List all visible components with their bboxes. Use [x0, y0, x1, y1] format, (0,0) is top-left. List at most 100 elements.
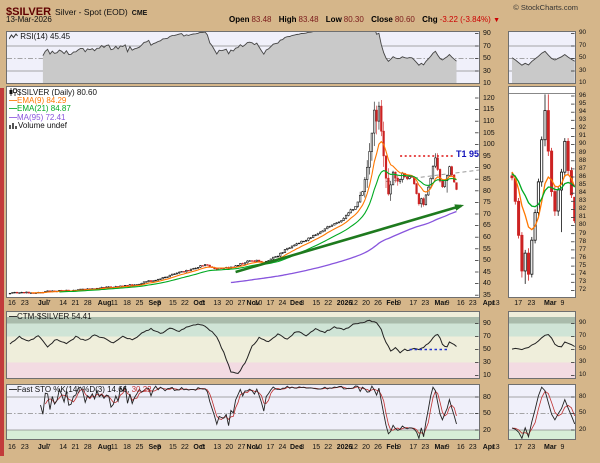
x-axis-label: Nov — [246, 300, 260, 307]
x-axis-label: Dec — [290, 300, 303, 307]
down-arrow-icon: ▼ — [493, 17, 500, 24]
instrument-name: Silver - Spot (EOD) — [55, 7, 128, 17]
x-axis-label: 23 — [20, 444, 29, 451]
chart-date: 13-Mar-2026 — [6, 15, 52, 24]
x-axis-label: 18 — [123, 300, 131, 307]
chg-label: Chg — [422, 15, 438, 24]
y-axis-label: 10 — [579, 371, 587, 379]
x-axis-label: Sep — [148, 300, 162, 307]
x-axis-label: 21 — [71, 444, 80, 451]
x-axis-label: 13 — [213, 444, 222, 451]
x-axis-label: 27 — [237, 300, 246, 307]
x-axis-label: Aug — [97, 300, 112, 307]
price-legend-text: $SILVER (Daily) 80.60 — [17, 88, 97, 97]
stochastic-panel[interactable] — [6, 384, 480, 440]
y-axis-label: 50 — [483, 410, 491, 418]
x-axis-label: 23 — [527, 444, 536, 451]
close-value: 80.60 — [394, 15, 415, 24]
price-legend: $SILVER (Daily) 80.60 —EMA(9) 84.29 —EMA… — [9, 88, 97, 131]
high-label: High — [278, 15, 297, 24]
x-axis-label: 9 — [445, 444, 450, 451]
x-axis-label: 28 — [83, 300, 92, 307]
y-axis-label: 74 — [579, 270, 587, 277]
rsi-legend: RSI(14) 45.45 — [8, 32, 70, 42]
x-axis-label: 22 — [180, 300, 189, 307]
ema21-marker: — — [9, 104, 17, 114]
sto-legend-text: Fast STO %K(14) %D(3) 14.66, — [17, 385, 130, 394]
low-value: 80.30 — [343, 15, 364, 24]
x-axis-label: 13 — [491, 444, 500, 451]
y-axis-label: 83 — [579, 197, 587, 205]
ctm-panel-mini[interactable] — [508, 311, 576, 379]
x-axis-label: 23 — [421, 300, 430, 307]
x-axis-label: 23 — [527, 300, 536, 307]
y-axis-label: 80 — [483, 393, 491, 401]
sto-marker: — — [9, 385, 17, 394]
open-value: 83.48 — [251, 15, 272, 24]
x-axis-label: 20 — [225, 444, 234, 451]
indicator-line-icon — [8, 32, 18, 41]
y-axis-label: 75 — [579, 261, 587, 269]
y-axis-label: 80 — [579, 221, 587, 229]
y-axis-label: 55 — [483, 245, 491, 253]
x-axis-label: 15 — [312, 444, 321, 451]
y-axis-label: 76 — [579, 253, 587, 261]
y-axis-label: 50 — [579, 409, 587, 417]
y-axis-label: 94 — [579, 108, 587, 115]
y-axis-label: 35 — [483, 292, 491, 299]
y-axis-label: 20 — [579, 425, 587, 433]
x-axis-label: 21 — [71, 300, 80, 307]
y-axis-label: 60 — [483, 234, 491, 241]
ema21-legend-text: EMA(21) 84.87 — [17, 104, 71, 114]
x-axis-label: 2026 — [336, 444, 353, 451]
y-axis-label: 120 — [483, 94, 495, 102]
y-axis-label: 70 — [483, 333, 491, 341]
price-panel[interactable] — [6, 86, 480, 298]
price-panel-mini[interactable] — [508, 86, 576, 298]
x-axis-label: 8 — [300, 300, 305, 307]
stochastic-panel-mini[interactable] — [508, 384, 576, 440]
y-axis-label: 90 — [483, 30, 491, 38]
y-axis-label: 70 — [483, 210, 491, 218]
ctm-panel[interactable] — [6, 311, 480, 379]
rsi-panel[interactable] — [6, 31, 480, 84]
y-axis-label: 92 — [579, 124, 587, 132]
y-axis-label: 115 — [483, 106, 495, 114]
x-axis-label: 23 — [468, 300, 477, 307]
rsi-panel-mini[interactable] — [508, 31, 576, 84]
x-axis-label: 14 — [59, 300, 68, 307]
y-axis-label: 93 — [579, 116, 587, 124]
x-axis-label: Sep — [148, 444, 162, 451]
y-axis-label: 105 — [483, 129, 495, 137]
y-axis-label: 86 — [579, 172, 587, 180]
y-axis-label: 70 — [483, 42, 491, 50]
y-axis-label: 110 — [483, 118, 495, 125]
y-axis-label: 73 — [579, 278, 587, 286]
y-axis-label: 80 — [579, 392, 587, 400]
exchange-label: CME — [131, 10, 148, 17]
x-axis-label: 10 — [254, 300, 263, 307]
y-axis-label: 30 — [579, 66, 587, 74]
chg-value: -3.22 (-3.84%) — [439, 15, 491, 24]
x-axis-label: 9 — [397, 300, 402, 307]
x-axis-label: 24 — [278, 300, 287, 307]
y-axis-label: 90 — [483, 164, 491, 172]
y-axis-label: 100 — [483, 141, 495, 149]
y-axis-label: 10 — [579, 79, 587, 87]
x-axis-label: 20 — [362, 444, 370, 451]
x-axis-label: 17 — [409, 300, 418, 307]
y-axis-label: 50 — [579, 345, 587, 353]
x-axis-label: 14 — [59, 444, 68, 451]
y-axis-label: 50 — [579, 54, 587, 62]
x-axis-label: 8 — [300, 444, 305, 451]
ma95-marker: — — [9, 112, 17, 122]
y-axis-label: 70 — [579, 332, 587, 340]
y-axis-label: 90 — [483, 320, 491, 328]
y-axis-label: 95 — [483, 152, 491, 160]
ctm-legend-text: CTM-$SILVER 54.41 — [17, 312, 92, 321]
y-axis-label: 96 — [579, 91, 587, 99]
x-axis-label: 16 — [456, 300, 465, 307]
x-axis-label: 17 — [266, 444, 275, 451]
x-axis-label: 16 — [8, 444, 16, 451]
close-label: Close — [371, 15, 393, 24]
